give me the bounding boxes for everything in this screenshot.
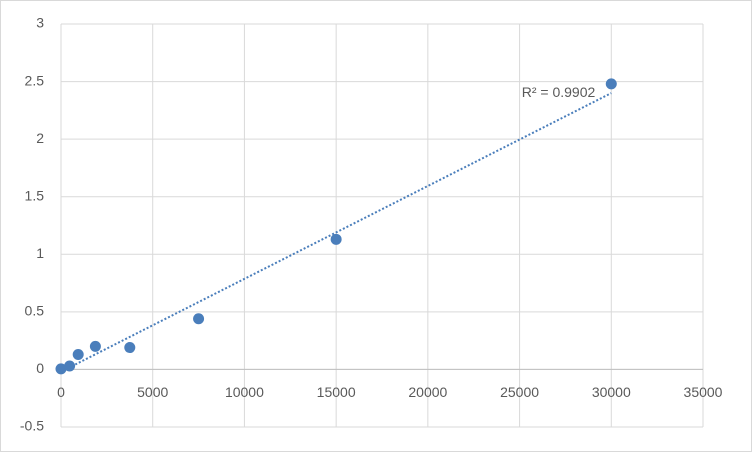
data-point xyxy=(64,360,76,372)
x-tick-label: 30000 xyxy=(592,384,631,400)
x-tick-label: 0 xyxy=(57,384,65,400)
y-tick-label: 1.5 xyxy=(25,187,45,203)
data-point xyxy=(330,233,342,245)
x-tick-label: 25000 xyxy=(500,384,539,400)
y-tick-label: 1 xyxy=(36,245,44,261)
annotation: R² = 0.9902 xyxy=(522,84,596,100)
data-point xyxy=(72,348,84,360)
data-point xyxy=(124,342,136,354)
y-tick-label: 3 xyxy=(36,15,44,31)
y-tick-label: 2 xyxy=(36,130,44,146)
y-tick-label: 2.5 xyxy=(25,72,45,88)
data-point xyxy=(55,363,67,375)
x-tick-label: 20000 xyxy=(408,384,447,400)
x-tick-label: 5000 xyxy=(137,384,168,400)
trendline xyxy=(60,92,612,373)
data-point xyxy=(193,313,205,325)
data-point xyxy=(605,78,617,90)
y-tick-label: -0.5 xyxy=(20,418,44,434)
x-tick-label: 15000 xyxy=(317,384,356,400)
x-tick-label: 10000 xyxy=(225,384,264,400)
x-tick-label: 35000 xyxy=(684,384,723,400)
y-tick-label: 0.5 xyxy=(25,303,45,319)
y-tick-label: 0 xyxy=(36,360,44,376)
data-point xyxy=(89,340,101,352)
